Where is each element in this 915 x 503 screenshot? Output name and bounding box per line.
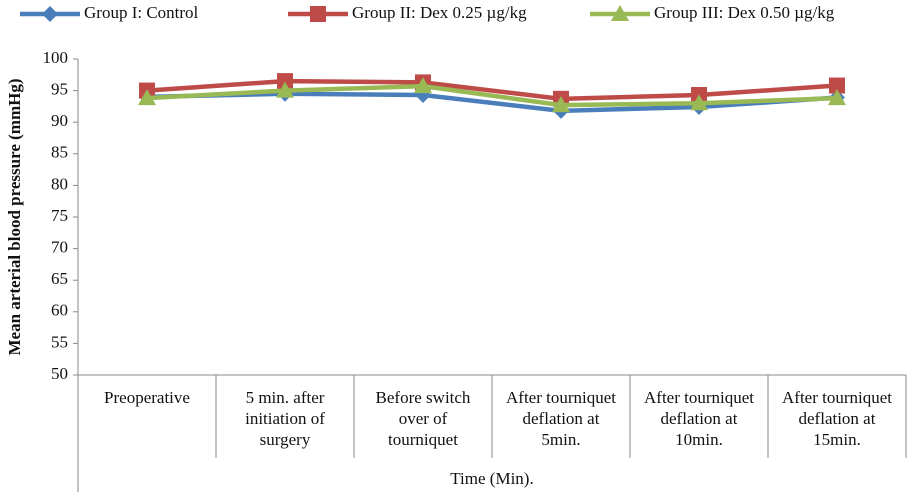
- x-tick-label: Before switch over of tourniquet: [376, 388, 471, 449]
- legend-marker: [310, 6, 326, 22]
- x-tick-label: After tourniquet deflation at 15min.: [782, 388, 892, 449]
- marker: [690, 94, 708, 111]
- y-tick-label: 75: [51, 206, 68, 225]
- marker: [138, 89, 156, 106]
- series-line: [146, 83, 838, 108]
- y-axis-title: Mean arterial blood pressure (mmHg): [5, 79, 24, 356]
- x-tick-label: After tourniquet deflation at 5min.: [506, 388, 616, 449]
- y-tick-label: 70: [51, 238, 68, 257]
- y-tick-label: 55: [51, 332, 68, 351]
- legend-item: Group I: Control: [20, 3, 199, 22]
- marker: [277, 73, 293, 90]
- legend-label: Group I: Control: [84, 3, 199, 22]
- marker: [552, 96, 570, 113]
- x-axis-title: Time (Min).: [450, 469, 533, 488]
- y-tick-label: 95: [51, 80, 68, 99]
- marker: [829, 77, 845, 94]
- marker: [828, 89, 846, 106]
- legend-marker: [42, 6, 58, 22]
- legend-marker: [611, 5, 629, 21]
- y-tick-label: 60: [51, 301, 68, 320]
- legend-item: Group II: Dex 0.25 µg/kg: [288, 3, 527, 22]
- x-tick-label: After tourniquet deflation at 10min.: [644, 388, 754, 449]
- series-line: [146, 91, 838, 114]
- y-tick-label: 50: [51, 364, 68, 383]
- marker: [414, 77, 432, 94]
- legend-label: Group II: Dex 0.25 µg/kg: [352, 3, 527, 22]
- y-tick-label: 65: [51, 269, 68, 288]
- y-tick-label: 85: [51, 143, 68, 162]
- x-tick-label: 5 min. after initiation of surgery: [245, 388, 325, 449]
- series-line: [146, 78, 838, 102]
- y-tick-label: 80: [51, 174, 68, 193]
- x-tick-label: Preoperative: [104, 388, 190, 407]
- marker: [276, 81, 294, 98]
- legend-item: Group III: Dex 0.50 µg/kg: [590, 3, 835, 22]
- legend-label: Group III: Dex 0.50 µg/kg: [654, 3, 835, 22]
- y-tick-label: 90: [51, 111, 68, 130]
- y-tick-label: 100: [43, 48, 69, 67]
